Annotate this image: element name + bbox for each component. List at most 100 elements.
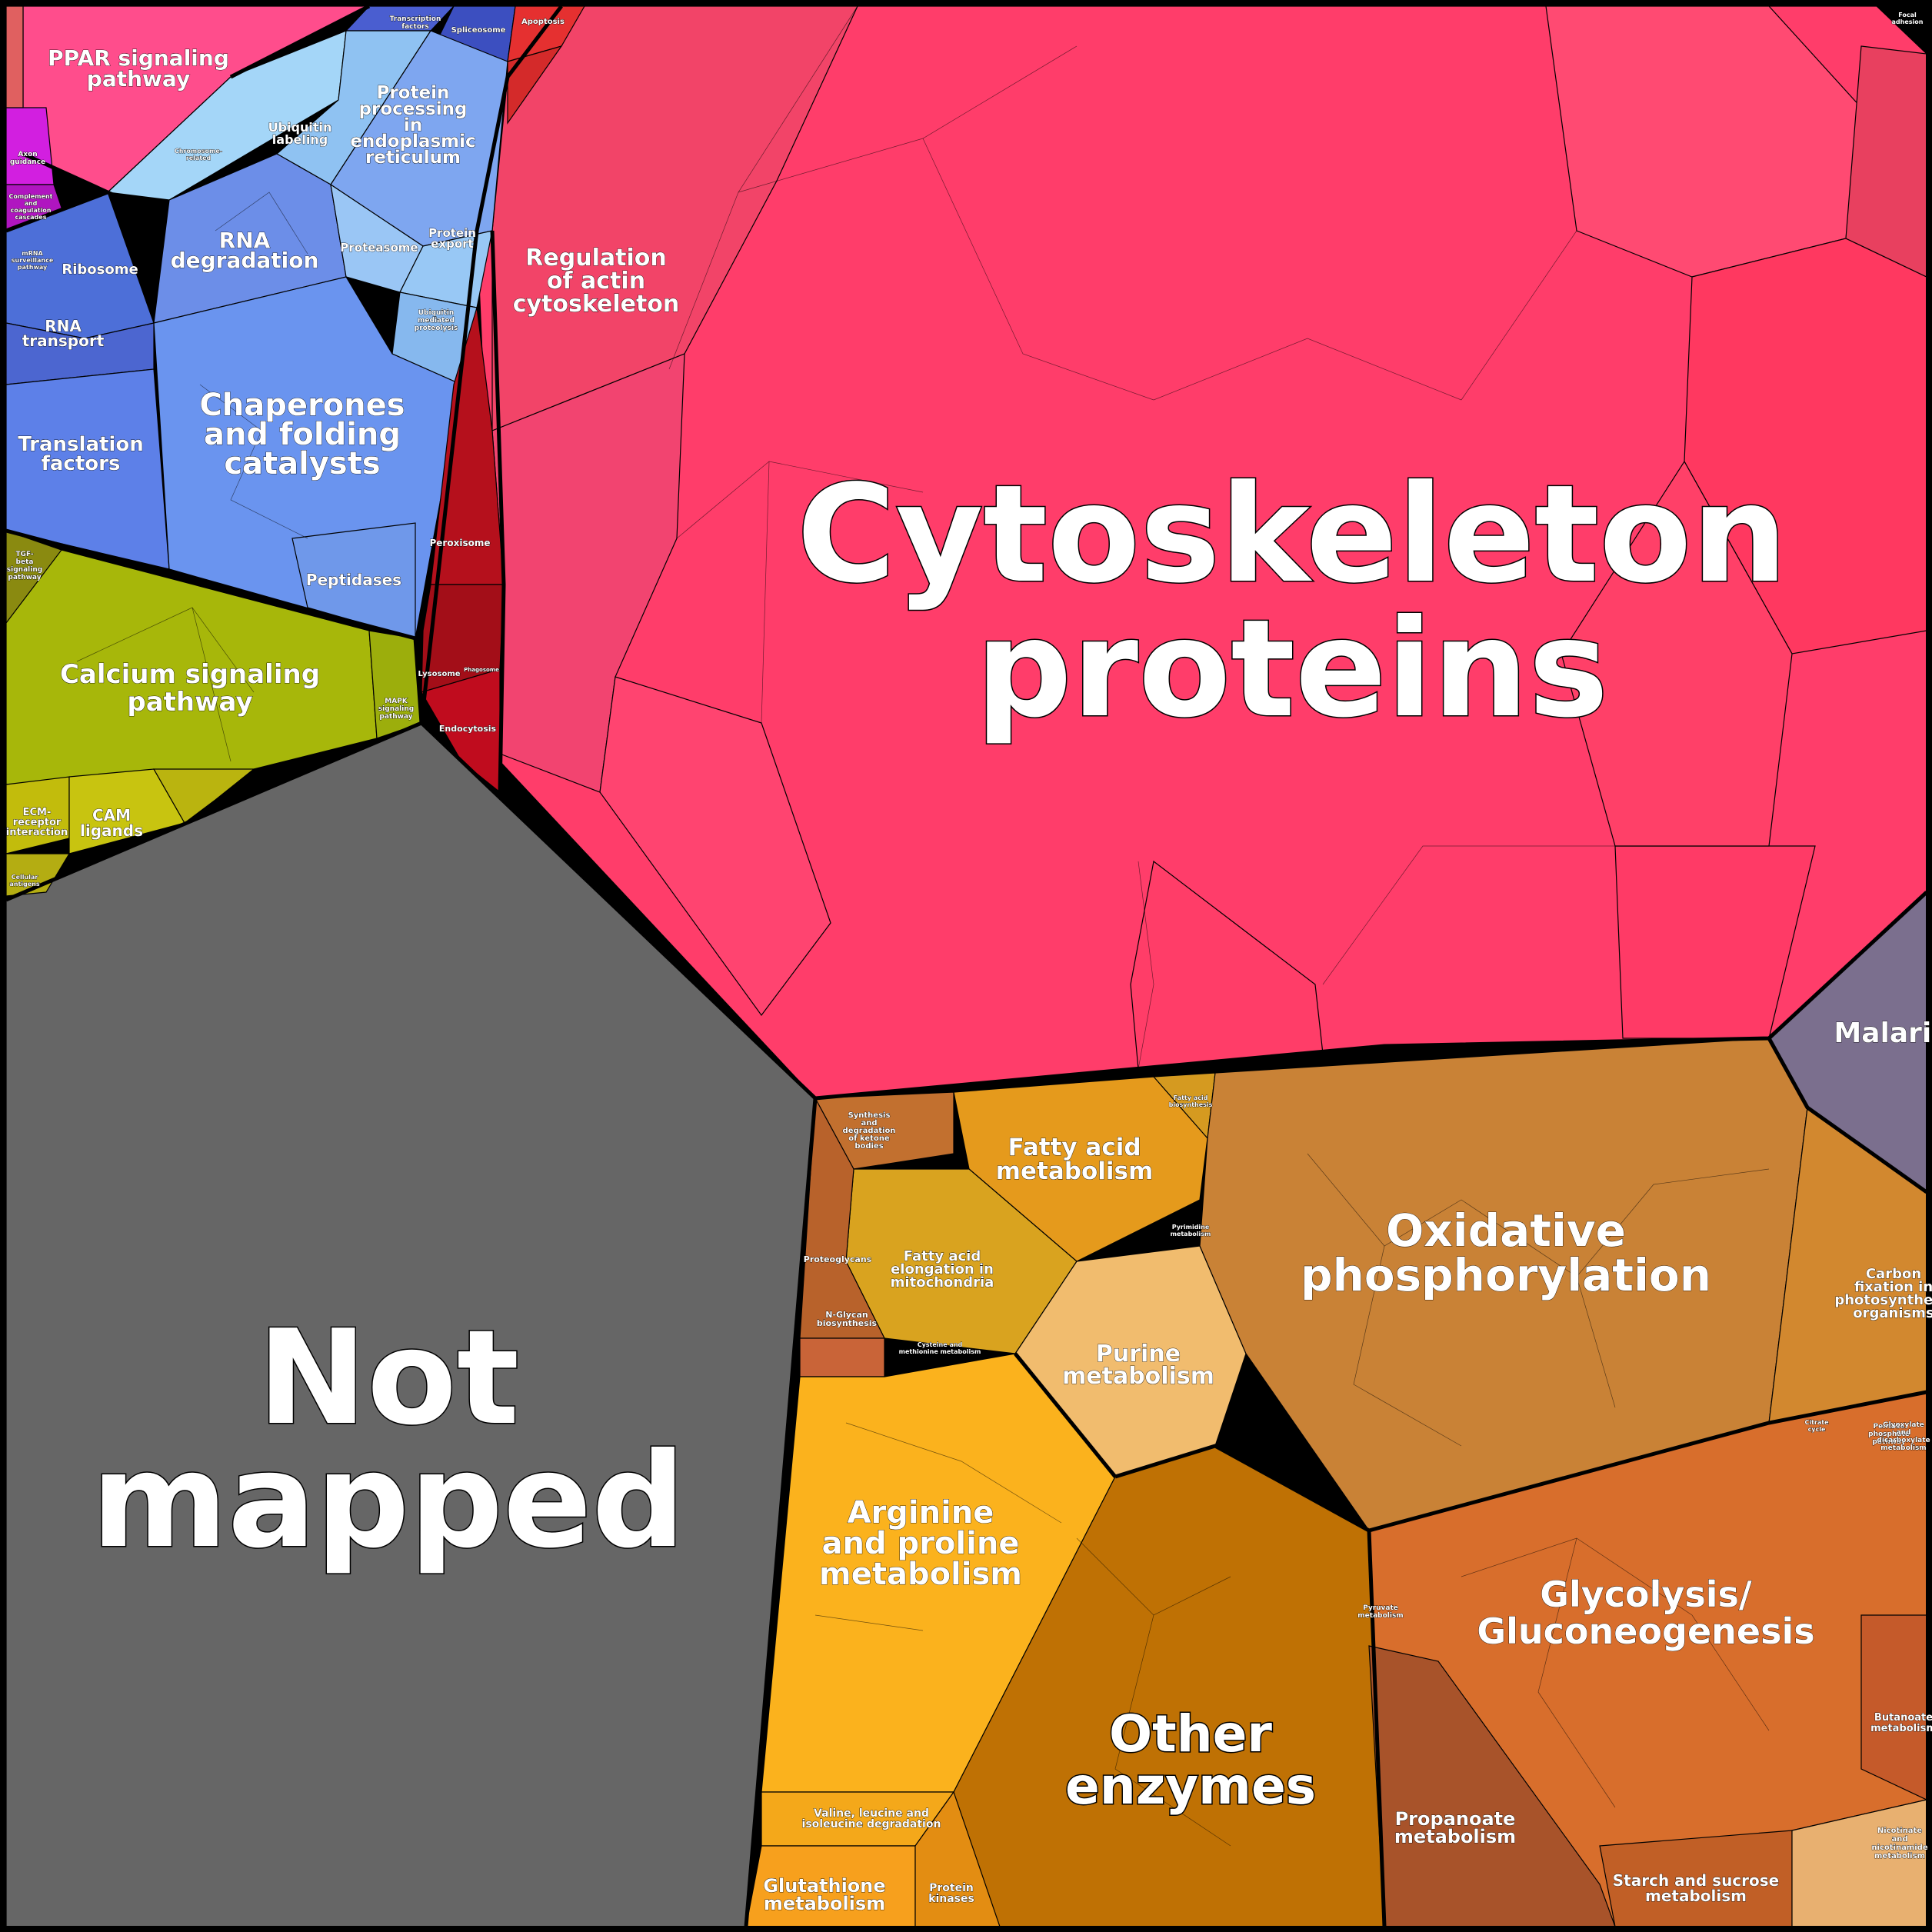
label-glutathione-line: Glutathione <box>763 1875 885 1897</box>
label-synthesis-ketone-line: bodies <box>854 1142 883 1151</box>
label-protein-export-line: export <box>431 237 473 251</box>
label-malaria-line: Malaria <box>1834 1018 1932 1049</box>
label-lysosome: Lysosome <box>418 670 460 678</box>
label-rna-transport-line: RNA <box>45 317 82 335</box>
label-fatty-acid-biosynthesis-line: Fatty acid <box>1174 1094 1208 1101</box>
label-n-glycan-line: biosynthesis <box>817 1318 878 1328</box>
label-carbon-fixation-line: organisms <box>1853 1305 1932 1321</box>
label-pyruvate-line: metabolism <box>1357 1612 1403 1620</box>
cell-cyto-2 <box>599 676 831 1017</box>
label-not-mapped-line: Not <box>258 1302 519 1454</box>
label-cellular-antigens-line: Cellular <box>12 874 38 881</box>
region-genetic-information[interactable] <box>5 5 516 639</box>
label-protein-processing-line: Protein <box>377 83 450 103</box>
label-n-glycan-line: N-Glycan <box>825 1310 868 1320</box>
label-transcription-factors: Transcription factors <box>390 15 441 31</box>
label-purine-line: metabolism <box>1062 1363 1214 1390</box>
label-glutathione: Glutathione metabolism <box>763 1875 885 1914</box>
label-transcription-factors-line: Transcription <box>390 15 441 23</box>
label-fatty-acid-elongation-line: elongation in <box>891 1261 994 1277</box>
label-regulation-actin-line: of actin <box>547 268 645 295</box>
label-peroxisome: Peroxisome <box>430 538 491 548</box>
label-pyrimidine-line: metabolism <box>1171 1231 1211 1237</box>
label-mapk-line: MAPK <box>385 698 408 705</box>
label-nicotinate-line: metabolism <box>1874 1852 1925 1860</box>
label-ribosome: Ribosome <box>62 261 138 278</box>
region-cellular-processes[interactable] <box>421 5 586 794</box>
label-endocytosis-line: Endocytosis <box>439 724 497 734</box>
label-spliceosome: Spliceosome <box>451 26 506 35</box>
label-arginine: Arginine and proline metabolism <box>819 1495 1022 1592</box>
region-cytoskeleton[interactable] <box>476 5 1927 1099</box>
cell-proteoglycans <box>799 1096 885 1339</box>
label-synthesis-ketone-line: Synthesis <box>848 1111 891 1120</box>
label-ubiquitin-proteolysis: Ubiquitin mediated proteolysis <box>415 309 458 332</box>
label-citrate-line: cycle <box>1808 1426 1826 1433</box>
label-calcium: Calcium signaling pathway <box>60 659 320 718</box>
label-translation-factors-line: factors <box>42 452 121 475</box>
label-chaperones-line: and folding <box>204 417 401 452</box>
cell-red-strip <box>5 5 24 108</box>
label-ribosome-line: Ribosome <box>62 261 138 278</box>
subcell-lines <box>76 192 1770 1847</box>
label-starch-line: metabolism <box>1645 1887 1747 1905</box>
label-arginine-line: Arginine <box>848 1495 994 1531</box>
label-mrna-surveillance-line: surveillance <box>12 257 54 264</box>
label-ppar-line: PPAR signaling <box>48 45 229 71</box>
label-citrate: Citrate cycle <box>1804 1419 1829 1433</box>
label-cam: CAM ligands <box>80 806 143 840</box>
label-proteasome-line: Proteasome <box>340 241 418 255</box>
label-nicotinate-line: Nicotinate <box>1877 1827 1922 1835</box>
label-protein-processing-line: reticulum <box>365 148 461 168</box>
label-synthesis-ketone-line: of ketone <box>848 1134 890 1143</box>
label-cysteine-line: methionine metabolism <box>899 1348 981 1355</box>
label-butanoate-line: Butanoate <box>1874 1712 1932 1724</box>
label-fatty-acid-elongation-line: mitochondria <box>891 1274 994 1291</box>
label-chaperones-line: catalysts <box>224 446 380 481</box>
label-synthesis-ketone-line: degradation <box>843 1127 896 1135</box>
label-phagosome: Phagosome <box>464 667 499 673</box>
label-regulation-actin-line: cytoskeleton <box>513 291 680 318</box>
cell-cyto-7 <box>1561 460 1793 847</box>
label-propanoate-line: Propanoate <box>1395 1808 1516 1830</box>
label-fatty-acid-metabolism-line: metabolism <box>996 1158 1154 1185</box>
label-rna-transport: RNA transport <box>22 317 105 350</box>
label-proteoglycans: Proteoglycans <box>804 1254 872 1264</box>
label-butanoate: Butanoate metabolism <box>1870 1712 1932 1734</box>
label-arginine-line: metabolism <box>819 1557 1022 1592</box>
region-environmental[interactable] <box>5 530 422 897</box>
label-tgf-beta-line: TGF- <box>15 551 33 558</box>
label-cytoskeleton-line: proteins <box>976 591 1609 748</box>
region-metabolism[interactable] <box>745 1038 1927 1927</box>
label-oxidative-line: phosphorylation <box>1301 1249 1711 1301</box>
label-oxidative-line: Oxidative <box>1386 1204 1626 1257</box>
label-glycolysis: Glycolysis/Gluconeogenesis <box>1477 1574 1814 1652</box>
label-cytoskeleton: Cytoskeleton proteins <box>797 457 1787 748</box>
label-starch-line: Starch and sucrose <box>1613 1871 1779 1890</box>
label-fatty-acid-elongation: Fatty acid elongation in mitochondria <box>891 1248 994 1291</box>
label-tgf-beta-line: signaling <box>7 566 42 574</box>
label-chaperones: Chaperones and folding catalysts <box>199 388 405 481</box>
label-peroxisome-line: Peroxisome <box>430 538 491 548</box>
label-arginine-line: and proline <box>822 1526 1020 1561</box>
label-translation-factors-line: Translation <box>18 433 143 456</box>
label-ppar-line: pathway <box>87 66 190 92</box>
label-complement-line: Complement <box>9 193 53 200</box>
cell-chromosome <box>106 30 347 201</box>
label-glyoxylate-line: and <box>1897 1429 1911 1437</box>
label-fatty-acid-elongation-line: Fatty acid <box>904 1248 981 1264</box>
label-transcription-factors-line: factors <box>401 23 429 31</box>
label-spliceosome-line: Spliceosome <box>451 26 506 35</box>
label-protein-processing: Protein processing in endoplasmic reticulum <box>350 83 475 168</box>
cell-apoptosis-2 <box>507 45 563 125</box>
label-protein-processing-line: processing <box>359 99 468 119</box>
label-other-enzymes-line: enzymes <box>1065 1757 1316 1816</box>
label-axon-line: Axon <box>18 151 37 158</box>
label-complement: Complement and coagulation cascades <box>9 193 53 221</box>
label-malaria: Malaria <box>1834 1018 1932 1049</box>
label-peptidases: Peptidases <box>306 571 401 589</box>
label-citrate-line: Citrate <box>1804 1419 1829 1426</box>
label-carbon-fixation-line: photosynthetic <box>1834 1292 1932 1308</box>
